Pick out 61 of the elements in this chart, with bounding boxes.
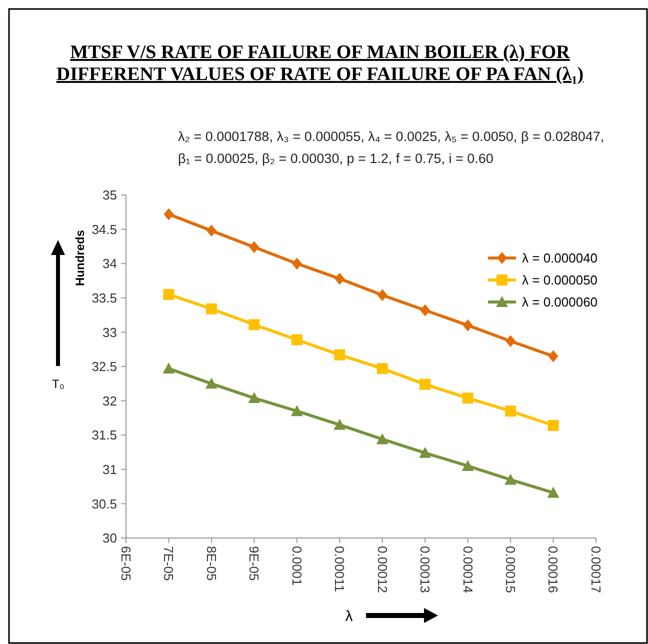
- point: [547, 486, 560, 498]
- x-tick-label: 9E-05: [246, 546, 262, 581]
- point: [506, 335, 516, 348]
- chart-title: MTSF V/S RATE OF FAILURE OF MAIN BOILER (λ) FOR DIFFERENT VALUES OF RATE OF FAILURE OF PA FAN (λ₁): [56, 42, 584, 85]
- x-tick-label: 8E-05: [204, 546, 219, 581]
- y-tick-label: 31: [102, 462, 117, 477]
- point: [205, 378, 218, 389]
- y-tick-label: 35: [102, 188, 117, 203]
- y-tick-label: 33.5: [92, 290, 117, 306]
- point: [334, 418, 346, 430]
- y-tick-label: 34.5: [92, 222, 117, 237]
- text: Hundreds: [73, 230, 87, 286]
- x-tick-label: 0.00013: [418, 546, 433, 593]
- point: [290, 405, 303, 416]
- y-tick-label: 32: [102, 393, 117, 408]
- point: [420, 378, 431, 390]
- point: [206, 303, 217, 314]
- point: [163, 288, 174, 300]
- point: [291, 334, 302, 346]
- x-tick-label: 0.00017: [588, 546, 604, 593]
- point: [248, 319, 260, 330]
- point: [462, 319, 473, 332]
- point: [462, 460, 474, 471]
- x-tick-label: 0.00011: [332, 546, 348, 592]
- point: [162, 362, 175, 374]
- point: [292, 258, 302, 270]
- point: [206, 224, 216, 237]
- x-tick-label: 7E-05: [161, 546, 176, 581]
- point: [504, 474, 517, 485]
- point: [462, 392, 474, 404]
- x-tick-label: 0.00012: [374, 546, 390, 593]
- point: [505, 406, 516, 417]
- point: [376, 363, 388, 374]
- x-tick-label: 0.00016: [546, 546, 561, 593]
- point: [334, 272, 345, 285]
- point: [548, 420, 559, 431]
- point: [420, 304, 430, 316]
- x-tick-label: 0.0001: [289, 546, 304, 586]
- y-axis-title: T₀: [52, 377, 64, 391]
- y-tick-label: 34: [102, 256, 117, 272]
- x-tick-label: 0.00014: [460, 546, 476, 593]
- point: [419, 446, 432, 458]
- legend-label: λ = 0.000050: [522, 272, 598, 288]
- y-tick-label: 30: [102, 530, 117, 546]
- point: [248, 392, 260, 404]
- point: [249, 241, 260, 254]
- legend-label: λ = 0.000040: [522, 250, 598, 266]
- x-axis-title: λ: [345, 608, 354, 625]
- chart-subtitle: λ₂ = 0.0001788, λ₃ = 0.000055, λ₄ = 0.0025, λ₅ = 0.0050, β = 0.028047, β₁ = 0.00025, β₂ = 0.00030, p = 1.2, f = 0.75, i = 0.60: [178, 129, 604, 166]
- point: [377, 289, 388, 302]
- point: [334, 349, 346, 360]
- point: [548, 350, 558, 362]
- y-tick-label: 31.5: [92, 428, 117, 443]
- point: [164, 208, 174, 220]
- legend-label: λ = 0.000060: [522, 294, 598, 310]
- point: [376, 433, 388, 444]
- y-tick-label: 33: [102, 324, 117, 340]
- x-tick-label: 6E-05: [118, 546, 134, 581]
- x-tick-label: 0.00015: [502, 546, 518, 593]
- y-tick-label: 30.5: [92, 496, 117, 512]
- y-tick-label: 32.5: [92, 359, 117, 374]
